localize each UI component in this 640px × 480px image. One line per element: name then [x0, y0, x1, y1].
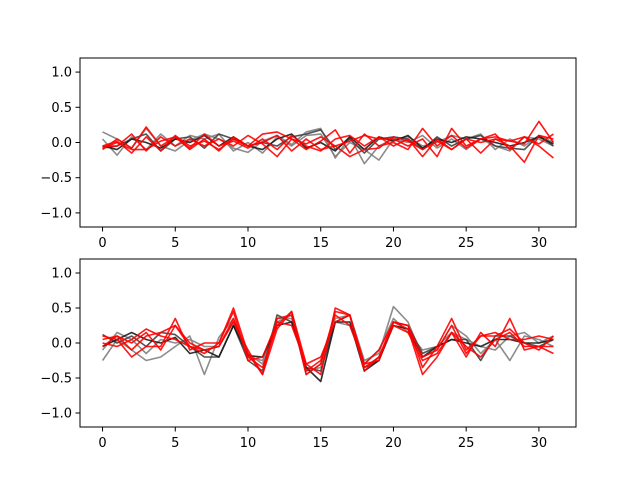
- top-y-tick-label-1: −0.5: [40, 171, 72, 186]
- top-x-tick-label-0: 0: [98, 236, 106, 251]
- top-series-line-0: [102, 127, 554, 165]
- top-x-tick-label-1: 5: [171, 236, 179, 251]
- bottom-x-tick-label-2: 10: [240, 436, 257, 451]
- top-y-tick-label-0: −1.0: [40, 206, 72, 221]
- top-x-tick-label-3: 15: [312, 236, 329, 251]
- top-series-line-7: [102, 133, 554, 158]
- top-series-layer: [101, 120, 555, 165]
- bottom-x-tick-label-3: 15: [312, 436, 329, 451]
- bottom-y-tick-label-0: −1.0: [40, 407, 72, 422]
- top-ticks-layer: 0 5 10 15 20 25 30 −1.0 −0.5 0.0 0.5 1.0: [40, 66, 547, 251]
- top-x-tick-label-2: 10: [240, 236, 257, 251]
- bottom-series-line-7: [102, 310, 554, 376]
- top-y-tick-label-3: 0.5: [51, 101, 72, 116]
- top-series-line-6: [102, 120, 555, 158]
- top-x-tick-label-4: 20: [385, 236, 402, 251]
- bottom-y-tick-label-3: 0.5: [51, 302, 72, 317]
- bottom-x-tick-label-6: 30: [531, 436, 548, 451]
- bottom-x-tick-label-1: 5: [171, 436, 179, 451]
- bottom-x-tick-label-4: 20: [385, 436, 402, 451]
- top-x-tick-label-5: 25: [458, 236, 475, 251]
- top-axes: 0 5 10 15 20 25 30 −1.0 −0.5 0.0 0.5 1.0: [40, 57, 577, 251]
- bottom-series-line-2: [102, 314, 554, 372]
- bottom-y-tick-label-1: −0.5: [40, 372, 72, 387]
- bottom-y-tick-label-4: 1.0: [51, 267, 72, 282]
- bottom-x-tick-label-5: 25: [458, 436, 475, 451]
- bottom-series-layer: [101, 305, 555, 383]
- bottom-ticks-layer: 0 5 10 15 20 25 30 −1.0 −0.5 0.0 0.5 1.0: [40, 267, 547, 452]
- top-x-tick-label-6: 30: [531, 236, 548, 251]
- bottom-x-tick-label-0: 0: [98, 436, 106, 451]
- bottom-axes: 0 5 10 15 20 25 30 −1.0 −0.5 0.0 0.5 1.0: [40, 258, 577, 452]
- bottom-y-tick-label-2: 0.0: [51, 337, 72, 352]
- top-y-tick-label-2: 0.0: [51, 136, 72, 151]
- top-y-tick-label-4: 1.0: [51, 66, 72, 81]
